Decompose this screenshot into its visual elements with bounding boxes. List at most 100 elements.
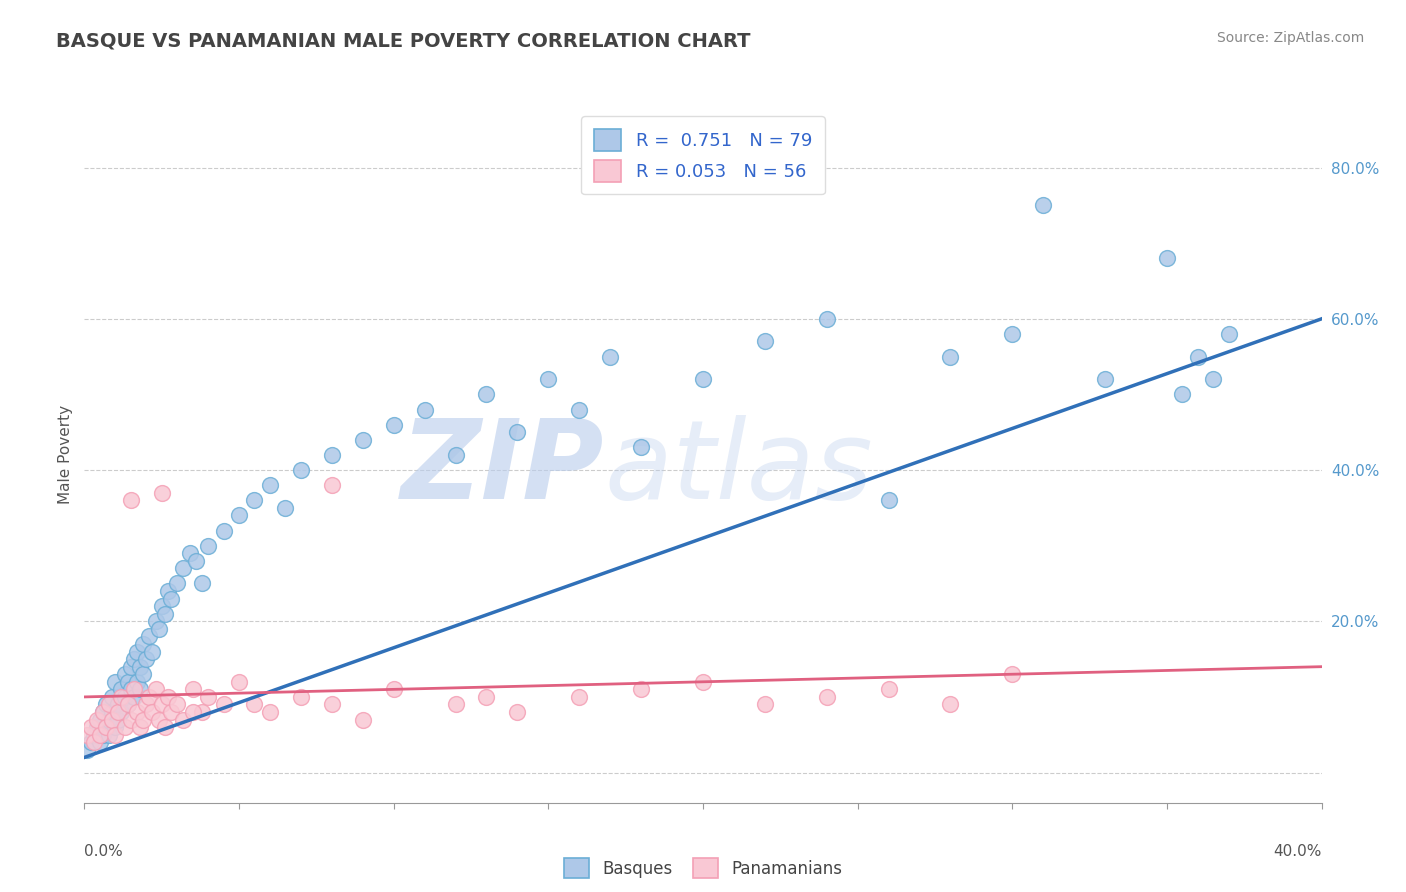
Point xyxy=(382,417,405,432)
Point xyxy=(1218,326,1240,341)
Point xyxy=(145,682,167,697)
Point xyxy=(132,713,155,727)
Point xyxy=(877,682,900,697)
Point xyxy=(76,743,98,757)
Point xyxy=(815,311,838,326)
Point xyxy=(1094,372,1116,386)
Point xyxy=(1171,387,1194,401)
Point xyxy=(172,713,194,727)
Point xyxy=(101,705,124,719)
Point xyxy=(939,698,962,712)
Point xyxy=(290,690,312,704)
Point xyxy=(148,713,170,727)
Point xyxy=(129,659,152,673)
Point xyxy=(125,705,148,719)
Point xyxy=(107,713,129,727)
Point xyxy=(692,372,714,386)
Point xyxy=(110,705,132,719)
Point xyxy=(153,720,176,734)
Point xyxy=(76,728,98,742)
Text: 40.0%: 40.0% xyxy=(1274,845,1322,859)
Point xyxy=(321,448,343,462)
Point xyxy=(166,576,188,591)
Point xyxy=(79,735,101,749)
Point xyxy=(184,554,207,568)
Point xyxy=(135,652,157,666)
Point xyxy=(179,546,201,560)
Point xyxy=(243,698,266,712)
Point xyxy=(382,682,405,697)
Point xyxy=(939,350,962,364)
Point xyxy=(145,615,167,629)
Point xyxy=(94,720,117,734)
Point xyxy=(141,644,163,658)
Point xyxy=(754,698,776,712)
Point xyxy=(290,463,312,477)
Point xyxy=(228,508,250,523)
Point xyxy=(83,735,105,749)
Point xyxy=(243,493,266,508)
Point xyxy=(120,493,142,508)
Point xyxy=(94,720,117,734)
Point xyxy=(1001,667,1024,681)
Point xyxy=(91,705,114,719)
Point xyxy=(321,698,343,712)
Point xyxy=(692,674,714,689)
Point xyxy=(1202,372,1225,386)
Point xyxy=(172,561,194,575)
Point xyxy=(114,690,136,704)
Point xyxy=(156,584,179,599)
Point xyxy=(91,728,114,742)
Point xyxy=(191,576,214,591)
Point xyxy=(150,599,173,614)
Point xyxy=(125,644,148,658)
Point xyxy=(274,500,297,515)
Point xyxy=(91,705,114,719)
Point xyxy=(212,698,235,712)
Point xyxy=(117,698,139,712)
Point xyxy=(138,690,160,704)
Point xyxy=(160,705,183,719)
Point xyxy=(129,682,152,697)
Point xyxy=(117,674,139,689)
Point xyxy=(150,698,173,712)
Point xyxy=(153,607,176,621)
Point xyxy=(104,674,127,689)
Point xyxy=(444,698,467,712)
Point xyxy=(101,713,124,727)
Point xyxy=(166,698,188,712)
Point xyxy=(83,728,105,742)
Y-axis label: Male Poverty: Male Poverty xyxy=(58,405,73,505)
Point xyxy=(104,720,127,734)
Point xyxy=(125,674,148,689)
Point xyxy=(122,652,145,666)
Text: BASQUE VS PANAMANIAN MALE POVERTY CORRELATION CHART: BASQUE VS PANAMANIAN MALE POVERTY CORREL… xyxy=(56,31,751,50)
Point xyxy=(120,659,142,673)
Point xyxy=(197,690,219,704)
Text: 0.0%: 0.0% xyxy=(84,845,124,859)
Point xyxy=(191,705,214,719)
Point xyxy=(197,539,219,553)
Point xyxy=(120,682,142,697)
Text: Source: ZipAtlas.com: Source: ZipAtlas.com xyxy=(1216,31,1364,45)
Point xyxy=(98,728,121,742)
Point xyxy=(181,705,204,719)
Point xyxy=(506,425,529,440)
Point xyxy=(537,372,560,386)
Point xyxy=(122,690,145,704)
Point xyxy=(122,682,145,697)
Point xyxy=(1032,198,1054,212)
Point xyxy=(630,441,652,455)
Point xyxy=(815,690,838,704)
Point xyxy=(101,690,124,704)
Point xyxy=(1001,326,1024,341)
Point xyxy=(568,402,591,417)
Point xyxy=(259,478,281,492)
Point xyxy=(506,705,529,719)
Point xyxy=(599,350,621,364)
Point xyxy=(110,682,132,697)
Point xyxy=(79,720,101,734)
Point xyxy=(352,433,374,447)
Point xyxy=(132,667,155,681)
Point xyxy=(228,674,250,689)
